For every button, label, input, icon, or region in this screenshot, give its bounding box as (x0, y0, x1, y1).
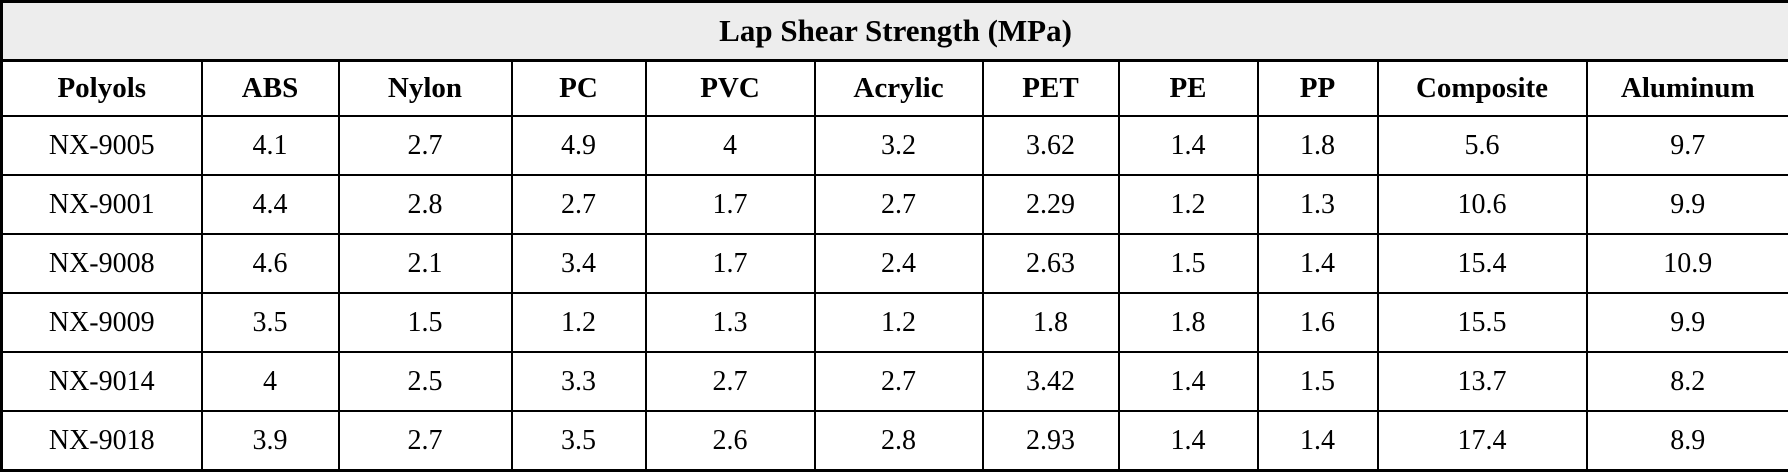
table-cell: 2.7 (339, 116, 512, 175)
table-cell: 8.2 (1587, 352, 1788, 411)
table-cell: 1.4 (1119, 411, 1258, 471)
table-cell: 2.1 (339, 234, 512, 293)
column-header-pe: PE (1119, 61, 1258, 117)
column-header-abs: ABS (202, 61, 339, 117)
table-row-nx-9001: NX-9001 4.4 2.8 2.7 1.7 2.7 2.29 1.2 1.3… (2, 175, 1788, 234)
table-cell: 17.4 (1378, 411, 1587, 471)
table-cell: 2.29 (983, 175, 1119, 234)
table-cell: 1.5 (1119, 234, 1258, 293)
table-cell: 9.9 (1587, 293, 1788, 352)
table-cell: 2.7 (815, 352, 983, 411)
table-cell: 8.9 (1587, 411, 1788, 471)
table-cell: 3.5 (202, 293, 339, 352)
row-label: NX-9001 (2, 175, 202, 234)
table-cell: 1.6 (1258, 293, 1378, 352)
table-cell: 9.7 (1587, 116, 1788, 175)
table-cell: 2.8 (339, 175, 512, 234)
table-cell: 2.63 (983, 234, 1119, 293)
table-cell: 2.7 (339, 411, 512, 471)
table-cell: 3.5 (512, 411, 646, 471)
table-cell: 10.6 (1378, 175, 1587, 234)
row-label: NX-9018 (2, 411, 202, 471)
table-cell: 1.4 (1258, 234, 1378, 293)
table-cell: 1.5 (1258, 352, 1378, 411)
table-cell: 1.3 (646, 293, 815, 352)
table-cell: 1.5 (339, 293, 512, 352)
table-row-nx-9009: NX-9009 3.5 1.5 1.2 1.3 1.2 1.8 1.8 1.6 … (2, 293, 1788, 352)
table-cell: 1.4 (1119, 116, 1258, 175)
table-cell: 1.3 (1258, 175, 1378, 234)
column-header-composite: Composite (1378, 61, 1587, 117)
column-header-pp: PP (1258, 61, 1378, 117)
table-cell: 3.9 (202, 411, 339, 471)
table-cell: 13.7 (1378, 352, 1587, 411)
table-cell: 4.1 (202, 116, 339, 175)
table-cell: 2.7 (512, 175, 646, 234)
table-cell: 15.4 (1378, 234, 1587, 293)
table-cell: 4.9 (512, 116, 646, 175)
table-cell: 1.2 (1119, 175, 1258, 234)
table-cell: 3.62 (983, 116, 1119, 175)
table-cell: 4.4 (202, 175, 339, 234)
table-cell: 1.8 (1258, 116, 1378, 175)
table-cell: 2.8 (815, 411, 983, 471)
table-cell: 4.6 (202, 234, 339, 293)
table-row-nx-9005: NX-9005 4.1 2.7 4.9 4 3.2 3.62 1.4 1.8 5… (2, 116, 1788, 175)
table-cell: 1.8 (983, 293, 1119, 352)
table-cell: 2.93 (983, 411, 1119, 471)
table-cell: 3.42 (983, 352, 1119, 411)
table-cell: 1.4 (1119, 352, 1258, 411)
table-cell: 10.9 (1587, 234, 1788, 293)
table-cell: 2.6 (646, 411, 815, 471)
column-header-pvc: PVC (646, 61, 815, 117)
row-label: NX-9014 (2, 352, 202, 411)
table-header-row: Polyols ABS Nylon PC PVC Acrylic PET PE … (2, 61, 1788, 117)
column-header-acrylic: Acrylic (815, 61, 983, 117)
table-cell: 1.7 (646, 234, 815, 293)
table-title: Lap Shear Strength (MPa) (2, 2, 1788, 61)
table-cell: 9.9 (1587, 175, 1788, 234)
column-header-pet: PET (983, 61, 1119, 117)
table-row-nx-9018: NX-9018 3.9 2.7 3.5 2.6 2.8 2.93 1.4 1.4… (2, 411, 1788, 471)
row-label: NX-9005 (2, 116, 202, 175)
table-cell: 1.2 (815, 293, 983, 352)
row-label: NX-9008 (2, 234, 202, 293)
table-cell: 4 (646, 116, 815, 175)
table-cell: 3.2 (815, 116, 983, 175)
table-cell: 2.7 (646, 352, 815, 411)
table-cell: 1.8 (1119, 293, 1258, 352)
column-header-polyols: Polyols (2, 61, 202, 117)
table-cell: 1.2 (512, 293, 646, 352)
column-header-aluminum: Aluminum (1587, 61, 1788, 117)
table-cell: 2.5 (339, 352, 512, 411)
table-row-nx-9008: NX-9008 4.6 2.1 3.4 1.7 2.4 2.63 1.5 1.4… (2, 234, 1788, 293)
table-cell: 15.5 (1378, 293, 1587, 352)
table-cell: 1.4 (1258, 411, 1378, 471)
table-cell: 4 (202, 352, 339, 411)
table-row-nx-9014: NX-9014 4 2.5 3.3 2.7 2.7 3.42 1.4 1.5 1… (2, 352, 1788, 411)
table-cell: 2.7 (815, 175, 983, 234)
table-cell: 3.4 (512, 234, 646, 293)
column-header-pc: PC (512, 61, 646, 117)
table-title-row: Lap Shear Strength (MPa) (2, 2, 1788, 61)
table-cell: 2.4 (815, 234, 983, 293)
column-header-nylon: Nylon (339, 61, 512, 117)
table-cell: 1.7 (646, 175, 815, 234)
row-label: NX-9009 (2, 293, 202, 352)
table-cell: 5.6 (1378, 116, 1587, 175)
table-cell: 3.3 (512, 352, 646, 411)
